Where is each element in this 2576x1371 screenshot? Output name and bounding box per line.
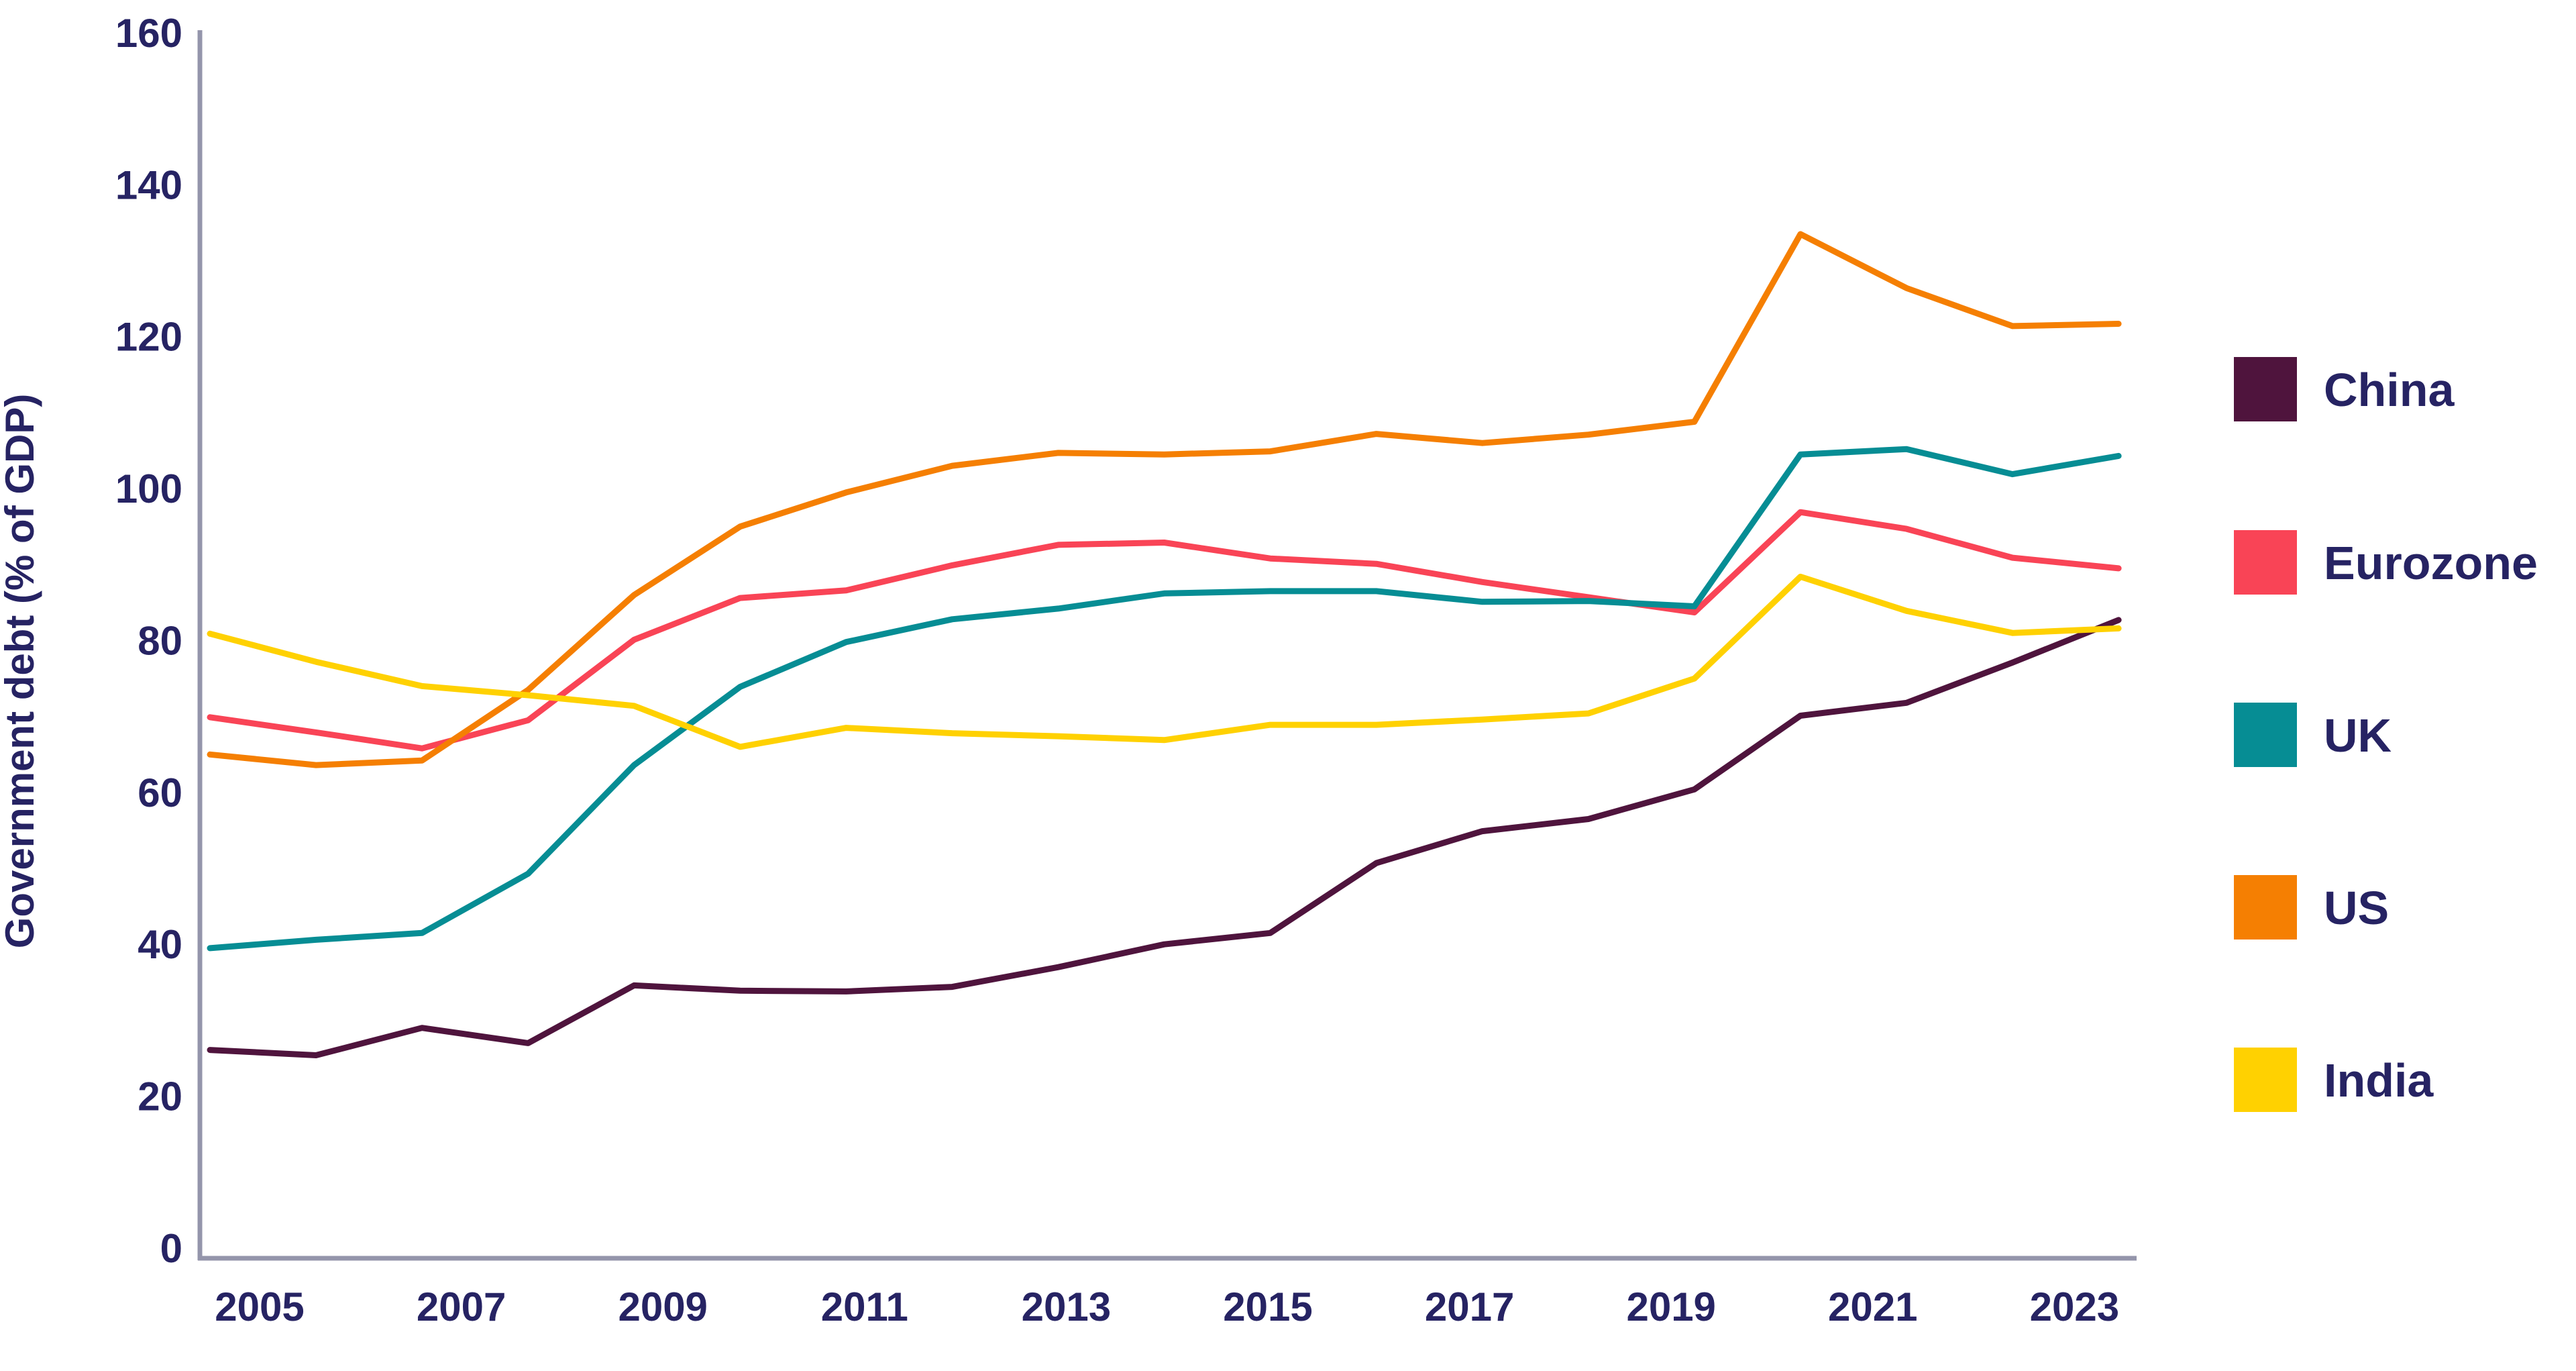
x-tick-label-2023: 2023 — [2030, 1284, 2119, 1329]
legend-label-china: China — [2324, 364, 2455, 416]
axes — [197, 30, 2137, 1261]
legend-swatch-india — [2234, 1048, 2297, 1112]
x-tick-label-2005: 2005 — [215, 1284, 304, 1329]
legend-item-eurozone: Eurozone — [2234, 530, 2538, 595]
legend-item-uk: UK — [2234, 703, 2392, 767]
legend-item-india: India — [2234, 1048, 2434, 1112]
series-line-uk — [207, 446, 2122, 952]
legend-swatch-uk — [2234, 703, 2297, 767]
legend-label-us: US — [2324, 882, 2389, 934]
legend-label-uk: UK — [2324, 709, 2392, 762]
y-tick-label-40: 40 — [138, 922, 182, 967]
y-tick-label-80: 80 — [138, 618, 182, 663]
x-tick-label-2011: 2011 — [821, 1284, 908, 1329]
y-tick-label-0: 0 — [160, 1226, 182, 1271]
x-tick-label-2021: 2021 — [1828, 1284, 1917, 1329]
x-tick-label-2019: 2019 — [1626, 1284, 1715, 1329]
y-axis-tick-labels: 0 20 40 60 80 100 120 140 160 — [115, 11, 182, 1271]
y-tick-label-20: 20 — [138, 1074, 182, 1119]
y-tick-label-160: 160 — [115, 11, 182, 56]
series-lines — [207, 231, 2122, 1058]
y-axis-title: Government debt (% of GDP) — [0, 394, 42, 949]
legend-swatch-china — [2234, 357, 2297, 421]
x-tick-label-2009: 2009 — [618, 1284, 707, 1329]
legend-swatch-us — [2234, 875, 2297, 940]
y-tick-label-120: 120 — [115, 315, 182, 360]
legend-label-eurozone: Eurozone — [2324, 537, 2538, 589]
series-line-eurozone — [207, 509, 2122, 752]
y-tick-label-60: 60 — [138, 770, 182, 815]
legend-item-china: China — [2234, 357, 2455, 421]
y-tick-label-140: 140 — [115, 162, 182, 207]
legend: China Eurozone UK US India — [2234, 357, 2538, 1112]
legend-swatch-eurozone — [2234, 530, 2297, 595]
series-line-india — [207, 573, 2122, 750]
legend-item-us: US — [2234, 875, 2389, 940]
x-tick-label-2015: 2015 — [1223, 1284, 1312, 1329]
x-tick-label-2013: 2013 — [1022, 1284, 1111, 1329]
x-tick-label-2007: 2007 — [417, 1284, 506, 1329]
series-line-china — [207, 617, 2122, 1058]
series-line-us — [207, 231, 2122, 768]
legend-label-india: India — [2324, 1054, 2434, 1107]
y-tick-label-100: 100 — [115, 466, 182, 511]
x-tick-label-2017: 2017 — [1425, 1284, 1514, 1329]
x-axis-tick-labels: 2005 2007 2009 2011 2013 2015 2017 2019 2021 2023 — [215, 1284, 2119, 1329]
